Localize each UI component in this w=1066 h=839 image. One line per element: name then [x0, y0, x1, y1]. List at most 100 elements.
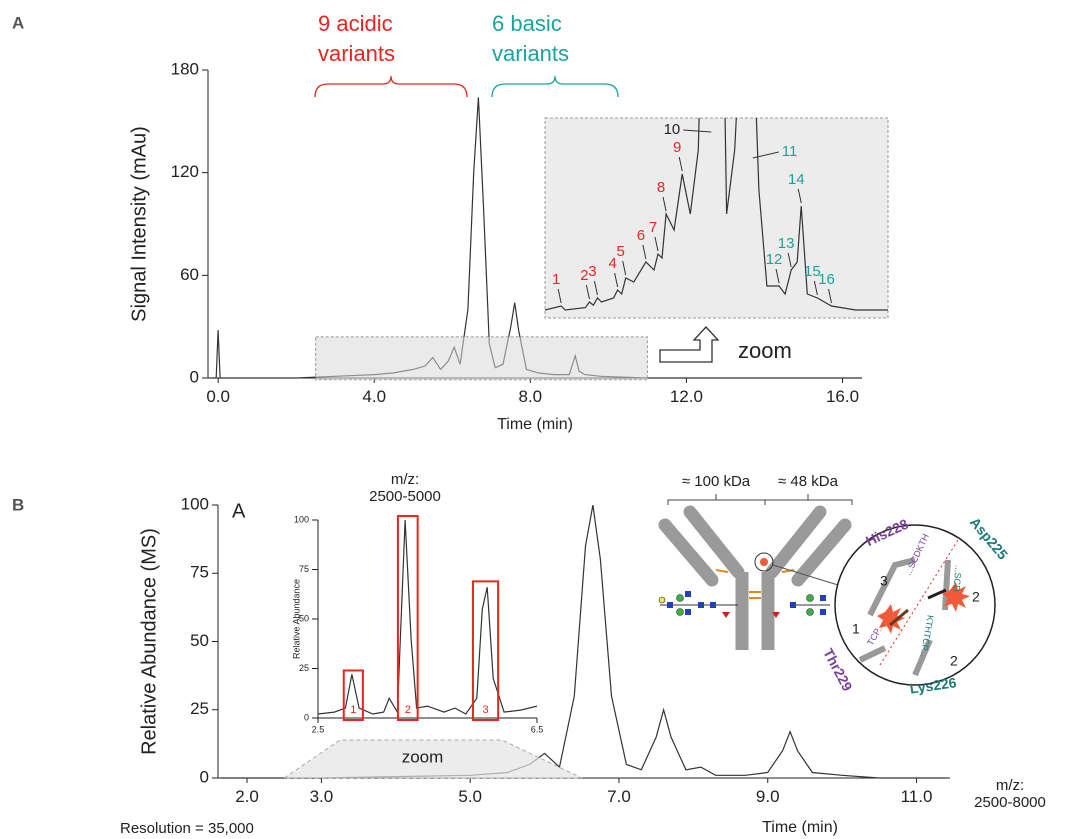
glycan [658, 596, 666, 604]
mz-label: m/z: [996, 777, 1024, 794]
peak-leader [585, 284, 590, 300]
inset-background [318, 520, 537, 718]
glycan [820, 595, 826, 601]
enzyme-mark [927, 588, 947, 600]
heavy-chain [765, 505, 827, 579]
enzyme-mark [889, 608, 909, 627]
step-label: 3 [880, 573, 888, 589]
y-axis-label: Relative Abundance (MS) [138, 528, 160, 755]
x-tick-label: 2.5 [312, 724, 325, 734]
light-chain [658, 518, 719, 587]
bracket [491, 75, 619, 98]
zoom-line [772, 564, 839, 586]
peak-leader [642, 244, 647, 260]
cleavage-site [760, 558, 768, 566]
highlight-label: 1 [350, 704, 356, 716]
glycan [698, 602, 704, 608]
x-tick-label: 7.0 [607, 787, 631, 806]
step-label: 2 [972, 589, 980, 605]
peak-label: 1 [552, 271, 560, 288]
zoom-region [315, 336, 648, 381]
zoom-circle [834, 524, 996, 686]
step-label: 1 [852, 621, 860, 637]
sequence-label: ...SCD [951, 565, 963, 593]
size-label: ≈ 100 kDa [682, 473, 751, 490]
peak-leader [557, 288, 562, 304]
peak-leader [614, 272, 619, 288]
peak-leader [683, 129, 712, 133]
zoom-label: zoom [402, 747, 444, 766]
mz-label: m/z: [391, 471, 419, 488]
panel-label: A [12, 13, 24, 32]
peak-label: 12 [766, 251, 783, 268]
peak-label: 15 [804, 263, 821, 280]
cleavage-mark [942, 582, 970, 612]
y-tick-label: 0 [200, 767, 209, 786]
chain-strand [858, 645, 887, 663]
y-axis-label: Signal Intensity (mAu) [128, 126, 150, 322]
glycan [676, 608, 684, 616]
y-tick-label: 25 [299, 663, 309, 673]
peak-leader [662, 196, 667, 212]
peak-leader [775, 268, 780, 284]
size-label: ≈ 48 kDa [778, 473, 839, 490]
mz-label: 2500-8000 [974, 794, 1046, 811]
x-tick-label: 6.5 [531, 724, 544, 734]
y-tick-label: 100 [181, 494, 209, 513]
y-tick-label: 100 [294, 514, 309, 524]
corner-label: A [232, 500, 246, 522]
size-bracket [667, 494, 853, 505]
peak-label: 6 [637, 227, 645, 244]
peak-leader [813, 280, 818, 296]
peak-label: 16 [818, 271, 835, 288]
zoom-label: zoom [738, 338, 792, 363]
x-tick-label: 3.0 [310, 787, 334, 806]
mz-label: 2500-5000 [369, 488, 441, 505]
inset-background [544, 117, 889, 319]
group-label: 6 basic [492, 11, 562, 36]
glycan [806, 608, 814, 616]
peak-label: 11 [782, 143, 798, 160]
antibody-diagram: His228 Asp225 Thr229 Lys226 ...SCDKTH ..… [658, 473, 1011, 697]
glycan [710, 602, 716, 608]
x-tick-label: 11.0 [901, 787, 933, 806]
peak-leader [593, 280, 598, 296]
y-tick-label: 0 [304, 712, 309, 722]
peak-label: 7 [649, 219, 657, 236]
y-tick-label: 50 [299, 613, 309, 623]
disulfide [715, 569, 729, 573]
highlight-box [471, 580, 500, 721]
chain-strand [912, 638, 933, 677]
glycan [667, 602, 673, 608]
glycan [820, 609, 826, 615]
peak-label: 4 [608, 255, 616, 272]
glycan [790, 602, 796, 608]
x-tick-label: 16.0 [826, 387, 859, 406]
glycan [722, 612, 730, 618]
peak-leader [678, 156, 683, 172]
x-tick-label: 5.0 [458, 787, 482, 806]
cleavage-mark [877, 604, 905, 634]
panel-label: B [12, 495, 24, 514]
x-tick-label: 12.0 [670, 387, 703, 406]
y-tick-label: 75 [190, 563, 209, 582]
x-tick-label: 2.0 [235, 787, 259, 806]
peak-label: 13 [778, 235, 795, 252]
x-axis-label: Time (min) [762, 819, 838, 836]
residue-label: Lys226 [909, 674, 958, 696]
zoom-arrow [659, 326, 720, 363]
trace [318, 520, 537, 715]
y-tick-label: 0 [190, 367, 199, 386]
group-label: variants [492, 41, 569, 66]
x-tick-label: 4.0 [362, 387, 386, 406]
glycan [772, 612, 780, 618]
chain-strand [867, 557, 916, 617]
peak-label: 14 [788, 171, 805, 188]
resolution-label: Resolution = 35,000 [120, 820, 254, 837]
y-tick-label: 60 [180, 265, 199, 284]
x-tick-label: 9.0 [756, 787, 780, 806]
zoom-circle [754, 552, 774, 572]
light-chain [791, 518, 852, 587]
heavy-chain [683, 505, 745, 579]
zoom-region [282, 739, 582, 779]
